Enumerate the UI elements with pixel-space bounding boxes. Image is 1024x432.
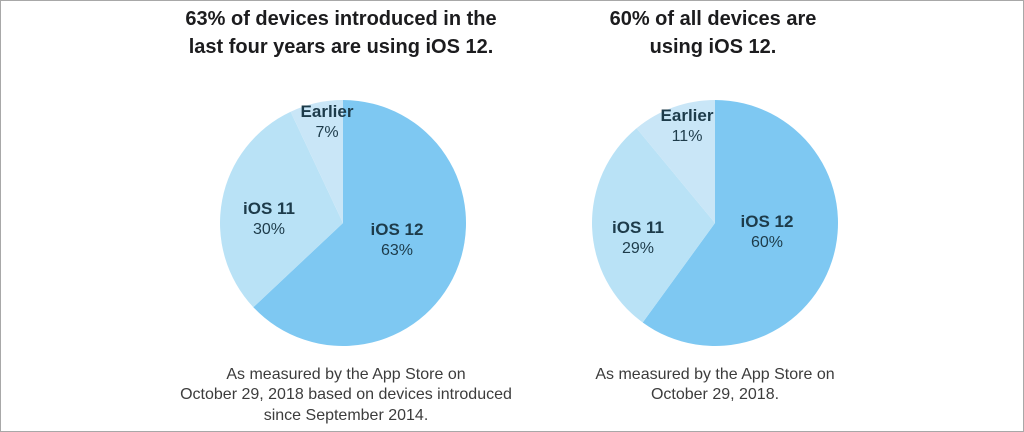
svg-text:7%: 7% — [315, 124, 338, 141]
svg-text:Earlier: Earlier — [661, 106, 714, 125]
svg-text:iOS 11: iOS 11 — [243, 199, 295, 218]
svg-text:iOS 12: iOS 12 — [741, 212, 794, 231]
svg-text:30%: 30% — [253, 221, 285, 238]
svg-text:63%: 63% — [381, 242, 413, 259]
svg-text:60%: 60% — [751, 234, 783, 251]
svg-text:Earlier: Earlier — [301, 102, 354, 121]
svg-text:11%: 11% — [672, 128, 703, 145]
svg-text:iOS 11: iOS 11 — [612, 218, 664, 237]
svg-text:29%: 29% — [622, 240, 654, 257]
svg-text:iOS 12: iOS 12 — [371, 220, 424, 239]
